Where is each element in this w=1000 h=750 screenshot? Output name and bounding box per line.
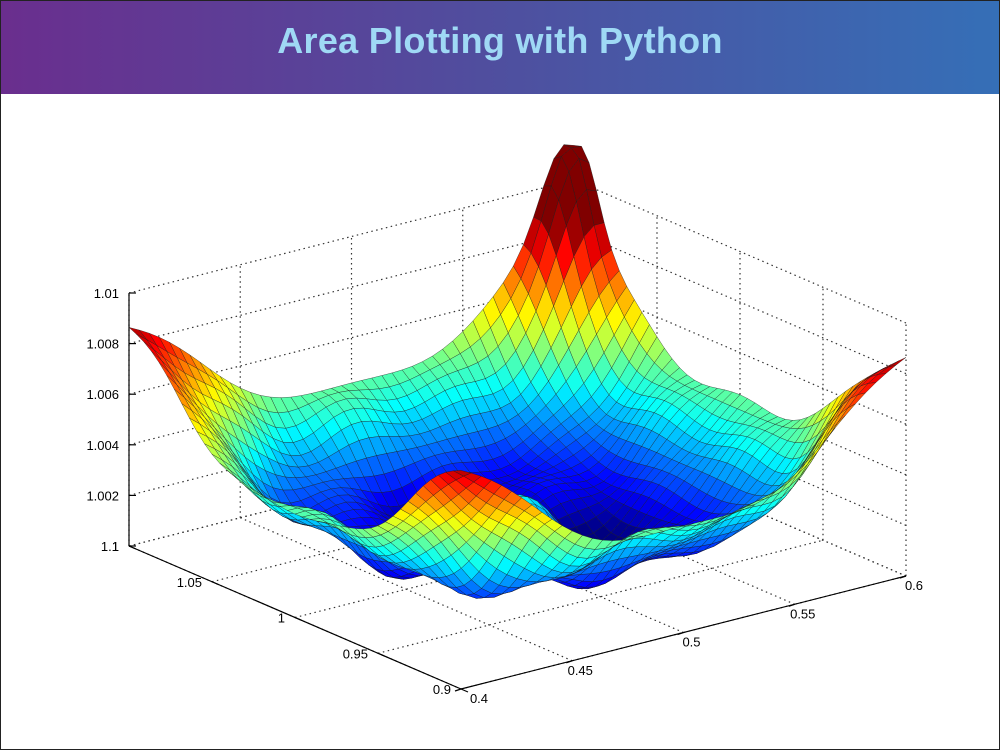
side-wall-grid-line	[573, 179, 907, 324]
z-tick-label: 1.006	[86, 387, 119, 402]
x-tick-label: 0.5	[682, 635, 700, 650]
x-tick-label: 0.45	[568, 663, 593, 678]
y-tick-mark	[460, 688, 469, 693]
y-tick-label: 1	[278, 611, 285, 626]
y-tick-label: 0.9	[433, 682, 451, 697]
z-tick-label: 1.008	[86, 337, 119, 352]
x-tick-label: 0.4	[470, 691, 488, 706]
z-tick-label: 1	[112, 539, 119, 554]
axes	[128, 292, 907, 693]
tick-labels: 0.40.450.50.550.60.90.9511.051.111.0021.…	[86, 286, 923, 706]
x-tick-label: 0.6	[905, 578, 923, 593]
x-tick-mark	[677, 631, 684, 636]
y-tick-mark	[377, 652, 386, 657]
x-tick-mark	[788, 603, 795, 607]
surface-cell	[452, 470, 472, 477]
z-tick-label: 1.002	[86, 488, 119, 503]
y-tick-label: 1.05	[177, 575, 202, 590]
z-tick-label: 1.01	[94, 286, 119, 301]
floor-grid-line	[240, 517, 573, 662]
x-tick-mark	[899, 575, 907, 579]
surface-cell	[888, 357, 907, 368]
y-tick-mark	[211, 581, 220, 586]
title-banner: Area Plotting with Python	[1, 1, 999, 94]
x-tick-label: 0.55	[790, 606, 815, 621]
side-wall-grid-line	[573, 230, 907, 375]
x-tick-mark	[454, 688, 462, 692]
surface-mesh	[128, 144, 907, 599]
surface-plot: 0.40.450.50.550.60.90.9511.051.111.0021.…	[86, 144, 923, 706]
y-tick-mark	[294, 616, 303, 622]
y-tick-label: 0.95	[343, 646, 368, 661]
slide-title: Area Plotting with Python	[277, 19, 723, 61]
x-tick-mark	[566, 660, 573, 664]
z-tick-label: 1.004	[86, 438, 119, 453]
y-tick-label: 1.1	[101, 539, 119, 554]
